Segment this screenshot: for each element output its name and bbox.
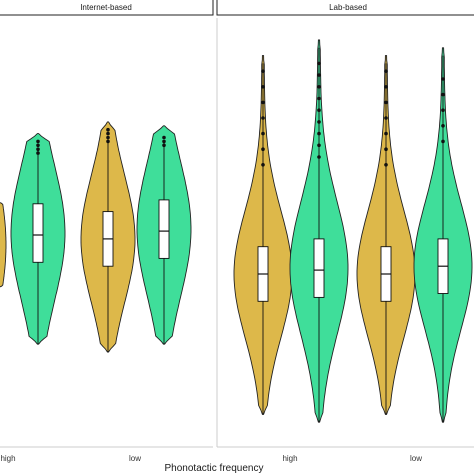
outlier-lab-based-high-gold-6 (261, 69, 265, 73)
outlier-lab-based-high-green-7 (317, 73, 321, 77)
outlier-internet-based-low-gold-0 (106, 139, 110, 144)
outlier-internet-based-low-green-0 (162, 143, 166, 148)
outlier-internet-based-low-green-1 (162, 139, 166, 144)
outlier-internet-based-low-green-2 (162, 135, 166, 140)
tick-label-internet-low: low (129, 454, 141, 463)
outlier-lab-based-high-green-3 (317, 120, 321, 124)
outlier-lab-based-low-green-4 (441, 77, 445, 81)
outlier-lab-based-low-green-2 (441, 108, 445, 112)
outlier-lab-based-high-gold-2 (261, 131, 265, 136)
outlier-lab-based-high-green-5 (317, 96, 321, 101)
outlier-lab-based-high-green-1 (317, 143, 321, 148)
outlier-lab-based-high-green-4 (317, 108, 321, 112)
outlier-lab-based-low-gold-0 (384, 163, 388, 167)
outlier-lab-based-low-green-3 (441, 92, 445, 97)
outlier-lab-based-low-green-1 (441, 124, 445, 128)
outlier-lab-based-high-gold-1 (261, 147, 265, 151)
outlier-lab-based-low-gold-3 (384, 116, 388, 120)
outlier-lab-based-high-green-2 (317, 131, 321, 136)
outlier-lab-based-high-green-8 (317, 61, 321, 66)
strip-internet-based (0, 0, 214, 16)
outlier-lab-based-low-green-0 (441, 139, 445, 144)
outlier-lab-based-low-gold-1 (384, 147, 388, 151)
outlier-internet-based-high-green-2 (36, 143, 40, 148)
outlier-lab-based-low-gold-6 (384, 69, 388, 73)
violin-internet-based-high-gold (0, 202, 7, 288)
strip-label-internet-based: Internet-based (80, 3, 132, 12)
box-internet-based-high-green (32, 203, 44, 263)
tick-label-lab-low: low (410, 454, 422, 463)
strip-lab-based (216, 0, 474, 16)
outlier-internet-based-high-green-0 (36, 151, 40, 155)
outlier-lab-based-high-gold-0 (261, 163, 265, 167)
outlier-lab-based-high-gold-4 (261, 100, 265, 105)
outlier-lab-based-low-gold-5 (384, 85, 388, 89)
outlier-lab-based-high-gold-3 (261, 116, 265, 120)
outlier-lab-based-high-gold-5 (261, 85, 265, 89)
strip-label-lab-based: Lab-based (329, 3, 367, 12)
outlier-internet-based-high-green-1 (36, 147, 40, 151)
box-internet-based-low-green (158, 199, 170, 259)
outlier-internet-based-low-gold-1 (106, 135, 110, 140)
outlier-internet-based-high-green-3 (36, 139, 40, 144)
outlier-internet-based-low-gold-2 (106, 131, 110, 136)
outlier-internet-based-low-gold-3 (106, 127, 110, 132)
box-lab-based-high-green (313, 238, 325, 298)
x-axis-title: Phonotactic frequency (165, 463, 264, 474)
outlier-lab-based-high-green-6 (317, 85, 321, 89)
outlier-lab-based-low-gold-4 (384, 100, 388, 105)
tick-label-internet-high: high (0, 454, 15, 463)
outlier-lab-based-high-green-0 (317, 155, 321, 159)
outlier-lab-based-low-gold-2 (384, 131, 388, 136)
tick-label-lab-high: high (282, 454, 297, 463)
